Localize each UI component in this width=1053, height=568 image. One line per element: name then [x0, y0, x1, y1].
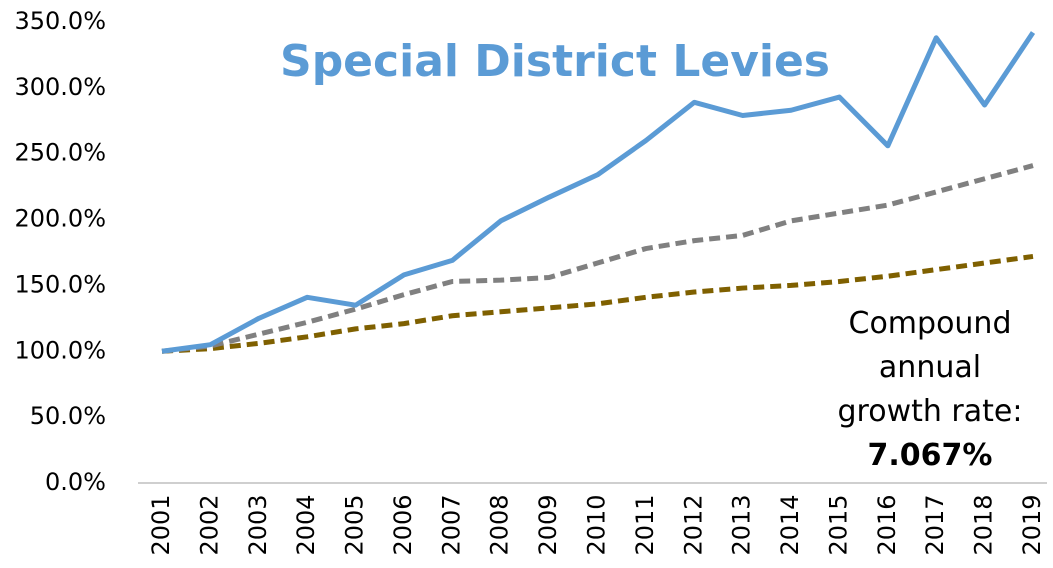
y-tick-label: 0.0% — [45, 468, 106, 496]
x-tick-label: 2005 — [341, 494, 369, 555]
y-tick-label: 200.0% — [14, 205, 106, 233]
chart-title: Special District Levies — [280, 36, 830, 87]
annotation-text: Compound annual growth rate: — [837, 306, 1023, 429]
x-tick-label: 2003 — [244, 494, 272, 555]
x-tick-label: 2019 — [1018, 494, 1046, 555]
x-tick-label: 2009 — [534, 494, 562, 555]
x-tick-label: 2010 — [583, 494, 611, 555]
series-line — [161, 31, 1036, 354]
x-tick-label: 2014 — [776, 494, 804, 555]
y-tick-label: 100.0% — [14, 336, 106, 364]
y-tick-label: 300.0% — [14, 73, 106, 101]
annotation-value: 7.067% — [867, 438, 993, 473]
x-tick-label: 2006 — [389, 494, 417, 555]
x-tick-label: 2018 — [970, 494, 998, 555]
y-tick-label: 350.0% — [14, 7, 106, 35]
annotation: Compound annual growth rate: 7.067% — [830, 302, 1030, 478]
series-line — [161, 253, 1034, 354]
x-tick-label: 2008 — [486, 494, 514, 555]
x-tick-label: 2015 — [824, 494, 852, 555]
x-tick-label: 2012 — [679, 494, 707, 555]
x-tick-label: 2004 — [292, 494, 320, 555]
y-tick-label: 50.0% — [30, 402, 106, 430]
x-tick-label: 2002 — [195, 494, 223, 555]
x-tick-label: 2001 — [147, 494, 175, 555]
series-line — [161, 163, 1034, 354]
y-tick-label: 150.0% — [14, 270, 106, 298]
x-tick-label: 2007 — [437, 494, 465, 555]
x-tick-label: 2011 — [631, 494, 659, 555]
x-tick-label: 2017 — [921, 494, 949, 555]
y-tick-label: 250.0% — [14, 139, 106, 167]
x-tick-label: 2016 — [873, 494, 901, 555]
x-tick-label: 2013 — [728, 494, 756, 555]
